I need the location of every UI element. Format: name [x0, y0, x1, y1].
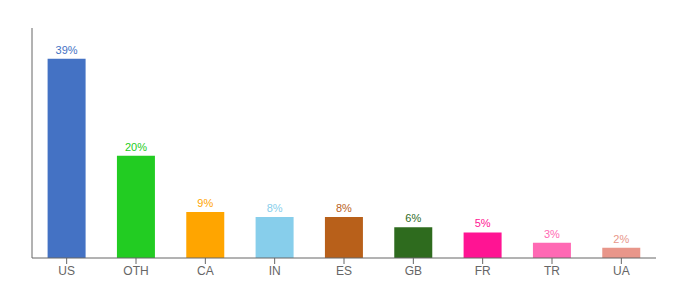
svg-text:US: US — [58, 264, 75, 278]
svg-text:CA: CA — [197, 264, 214, 278]
svg-text:5%: 5% — [475, 217, 491, 229]
svg-text:ES: ES — [336, 264, 352, 278]
svg-text:20%: 20% — [125, 141, 147, 153]
svg-text:9%: 9% — [197, 197, 213, 209]
svg-text:TR: TR — [544, 264, 560, 278]
svg-text:UA: UA — [613, 264, 630, 278]
svg-text:3%: 3% — [544, 228, 560, 240]
svg-text:FR: FR — [475, 264, 491, 278]
svg-text:6%: 6% — [405, 212, 421, 224]
svg-text:2%: 2% — [613, 233, 629, 245]
svg-text:GB: GB — [405, 264, 422, 278]
svg-text:OTH: OTH — [123, 264, 148, 278]
svg-text:8%: 8% — [336, 202, 352, 214]
svg-text:39%: 39% — [56, 44, 78, 56]
svg-text:8%: 8% — [267, 202, 283, 214]
svg-text:IN: IN — [269, 264, 281, 278]
